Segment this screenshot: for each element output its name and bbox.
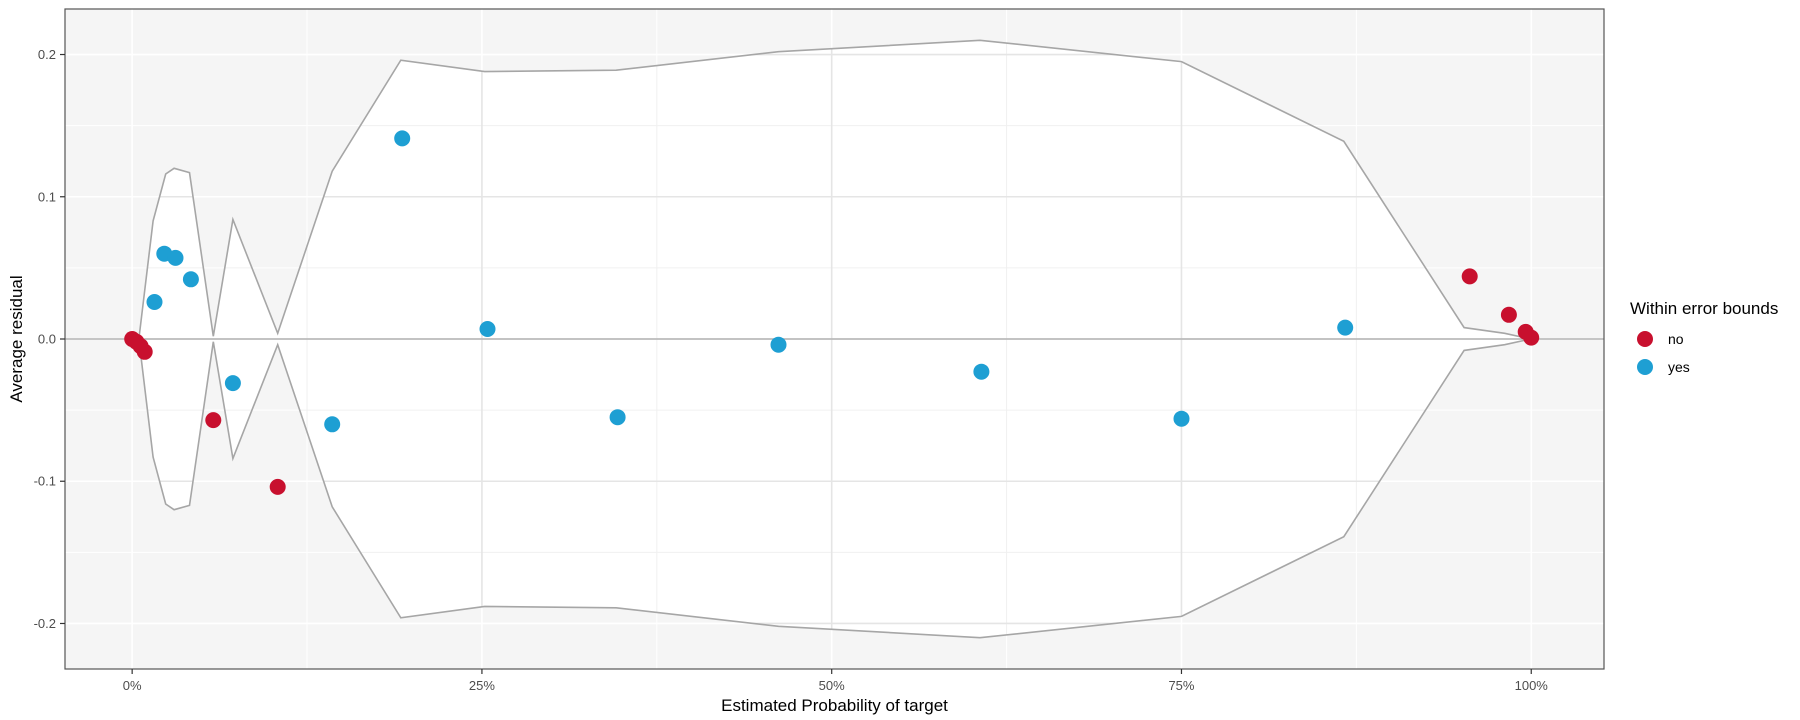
upper-error-bound-line <box>131 39 1532 340</box>
point-yes <box>973 363 990 380</box>
x-tick-label: 100% <box>1515 678 1549 693</box>
x-axis-title: Estimated Probability of target <box>721 696 948 715</box>
legend-key-no <box>1637 331 1653 347</box>
x-axis-ticks: 0% 25% 50% 75% 100% <box>123 669 1549 693</box>
x-tick-label: 75% <box>1168 678 1194 693</box>
x-tick-label: 50% <box>819 678 845 693</box>
point-yes <box>167 249 184 266</box>
legend-label-no: no <box>1668 331 1684 347</box>
point-yes <box>182 271 199 288</box>
point-yes <box>224 375 241 392</box>
point-yes <box>324 416 341 433</box>
y-tick-label: 0.2 <box>38 47 56 62</box>
y-tick-label: 0.1 <box>38 189 56 204</box>
point-yes <box>146 294 163 310</box>
point-yes <box>770 336 787 353</box>
point-no <box>1523 329 1540 346</box>
y-axis-ticks: -0.2 -0.1 0.0 0.1 0.2 <box>34 47 65 631</box>
point-no <box>205 412 222 429</box>
point-no <box>1500 306 1517 323</box>
point-yes <box>479 321 496 337</box>
y-tick-label: 0.0 <box>38 332 56 347</box>
legend-title: Within error bounds <box>1630 299 1778 318</box>
y-axis-title: Average residual <box>7 275 26 402</box>
point-yes <box>609 409 626 426</box>
legend: Within error bounds no yes <box>1630 299 1778 375</box>
point-no <box>136 343 153 360</box>
point-yes <box>394 130 411 147</box>
point-yes <box>1337 319 1354 336</box>
x-tick-label: 0% <box>123 678 142 693</box>
lower-error-bound-line <box>131 338 1532 639</box>
legend-label-yes: yes <box>1668 359 1690 375</box>
y-tick-label: -0.2 <box>34 616 56 631</box>
data-points <box>124 130 1540 495</box>
x-tick-label: 25% <box>469 678 495 693</box>
y-tick-label: -0.1 <box>34 474 56 489</box>
point-yes <box>1173 410 1190 427</box>
point-no <box>1461 268 1478 285</box>
point-no <box>269 478 286 495</box>
legend-key-yes <box>1637 359 1653 375</box>
